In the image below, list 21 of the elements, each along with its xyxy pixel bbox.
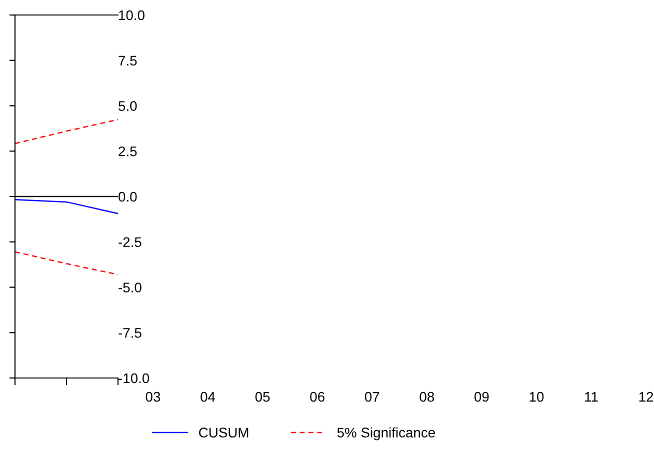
text: 09	[474, 392, 489, 402]
y-tick-label: -7.5	[118, 328, 142, 338]
y-tick-label: 7.5	[118, 56, 137, 66]
y-tick-label: -10.0	[118, 373, 150, 384]
text: 06	[310, 392, 324, 402]
text: 11	[585, 392, 598, 402]
y-tick-label: 5.0	[118, 101, 137, 111]
y-tick-label: -2.5	[118, 237, 142, 248]
text: 07	[364, 392, 380, 402]
text: 05	[255, 392, 270, 402]
text: 08	[420, 392, 434, 402]
text: 10	[530, 392, 544, 402]
y-tick-label: -5.0	[118, 282, 142, 292]
text: 03	[146, 392, 160, 402]
y-tick-label: 2.5	[118, 146, 137, 156]
legend-label: CUSUM	[199, 428, 248, 438]
legend-label: 5% Significance	[337, 427, 435, 440]
text: 04	[200, 392, 216, 402]
text: 12	[639, 392, 654, 402]
y-tick-label: 0.0	[118, 192, 137, 202]
y-tick-label: 10.0	[119, 10, 144, 20]
